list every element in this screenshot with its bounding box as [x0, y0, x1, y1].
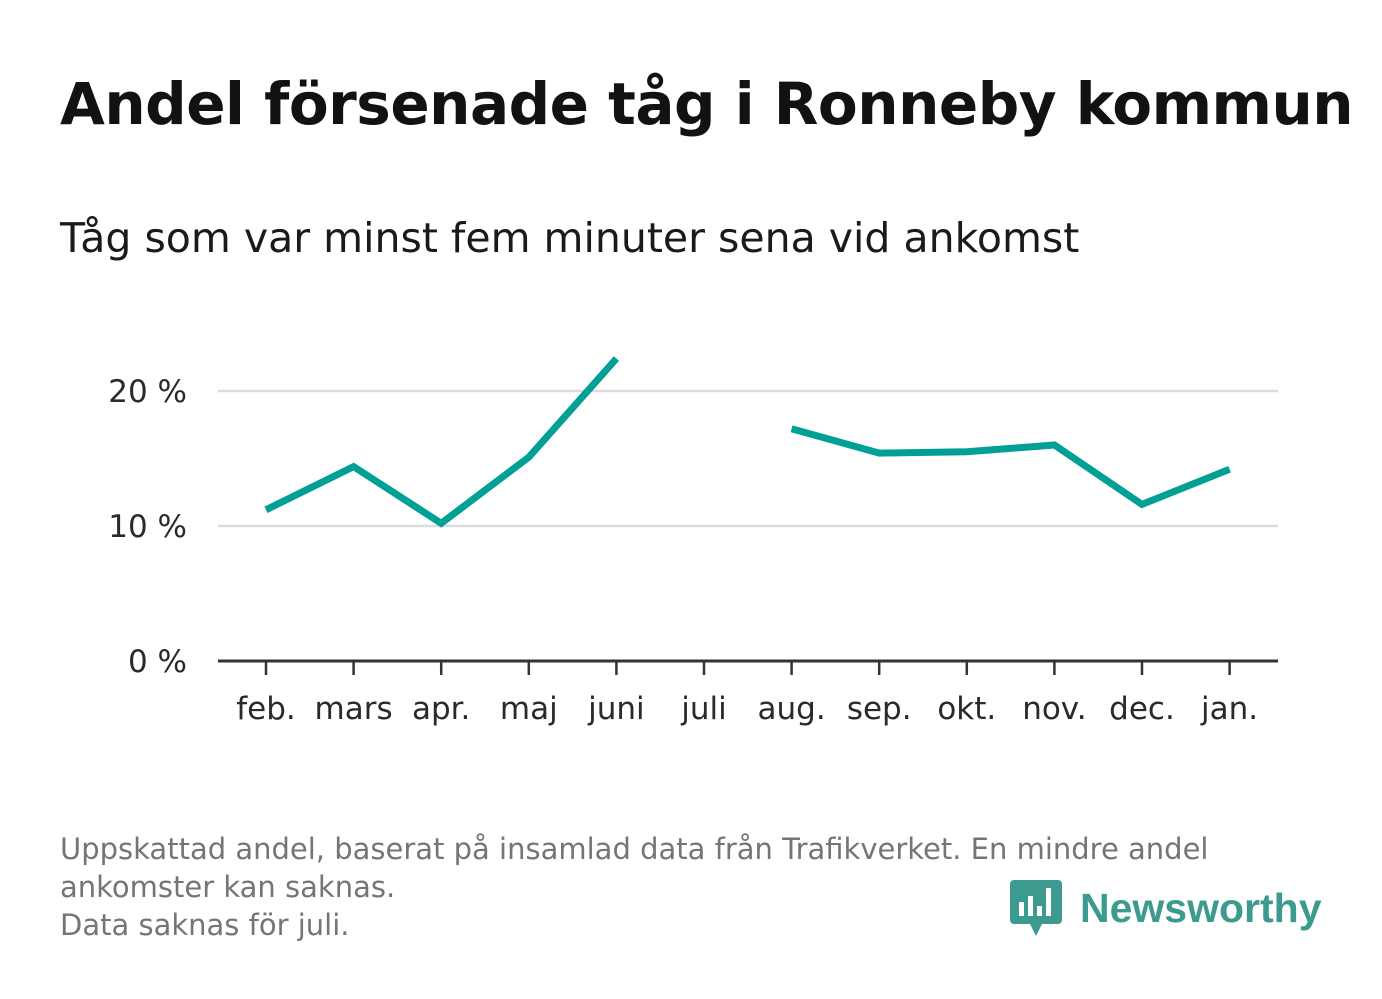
x-axis: feb. mars apr. maj juni juli aug. sep. okt. nov. d…	[218, 659, 1278, 727]
x-tick-label: apr.	[412, 691, 470, 727]
y-tick-label: 20 %	[108, 374, 187, 410]
series-line-segment-2	[790, 425, 1231, 509]
x-tick-label: jan.	[1200, 691, 1258, 727]
x-tick-label: okt.	[937, 691, 996, 727]
y-tick-label: 0 %	[128, 644, 187, 680]
x-tick-label: maj	[500, 691, 558, 727]
footnote-line-3: Data saknas för juli.	[60, 908, 350, 942]
x-tick-label: feb.	[236, 691, 296, 727]
series-line-segment-1	[264, 356, 620, 528]
x-tick-label: juli	[680, 691, 727, 727]
line-chart: 0 % 10 % 20 % feb. mars apr. maj juni juli aug. s…	[108, 356, 1278, 727]
x-tick-label: nov.	[1022, 691, 1086, 727]
chart-subtitle: Tåg som var minst fem minuter sena vid a…	[60, 214, 1080, 262]
y-tick-label: 10 %	[108, 509, 187, 545]
chart-title: Andel försenade tåg i Ronneby kommun	[60, 70, 1354, 138]
gridlines	[218, 389, 1278, 528]
series-lines	[264, 356, 1231, 528]
x-tick-label: dec.	[1109, 691, 1175, 727]
footnote: Uppskattad andel, baserat på insamlad da…	[60, 830, 1310, 944]
footnote-line-1: Uppskattad andel, baserat på insamlad da…	[60, 832, 1209, 866]
x-tick-label: aug.	[758, 691, 826, 727]
x-tick-label: mars	[315, 691, 393, 727]
newsworthy-logo: Newsworthy	[1010, 878, 1322, 938]
x-tick-label: sep.	[847, 691, 912, 727]
x-tick-label: juni	[587, 691, 645, 727]
footnote-line-2: ankomster kan saknas.	[60, 870, 396, 904]
brand-name: Newsworthy	[1080, 884, 1322, 931]
bar-chart-speech-bubble-icon	[1010, 880, 1062, 936]
y-axis-ticks: 0 % 10 % 20 %	[108, 374, 187, 680]
